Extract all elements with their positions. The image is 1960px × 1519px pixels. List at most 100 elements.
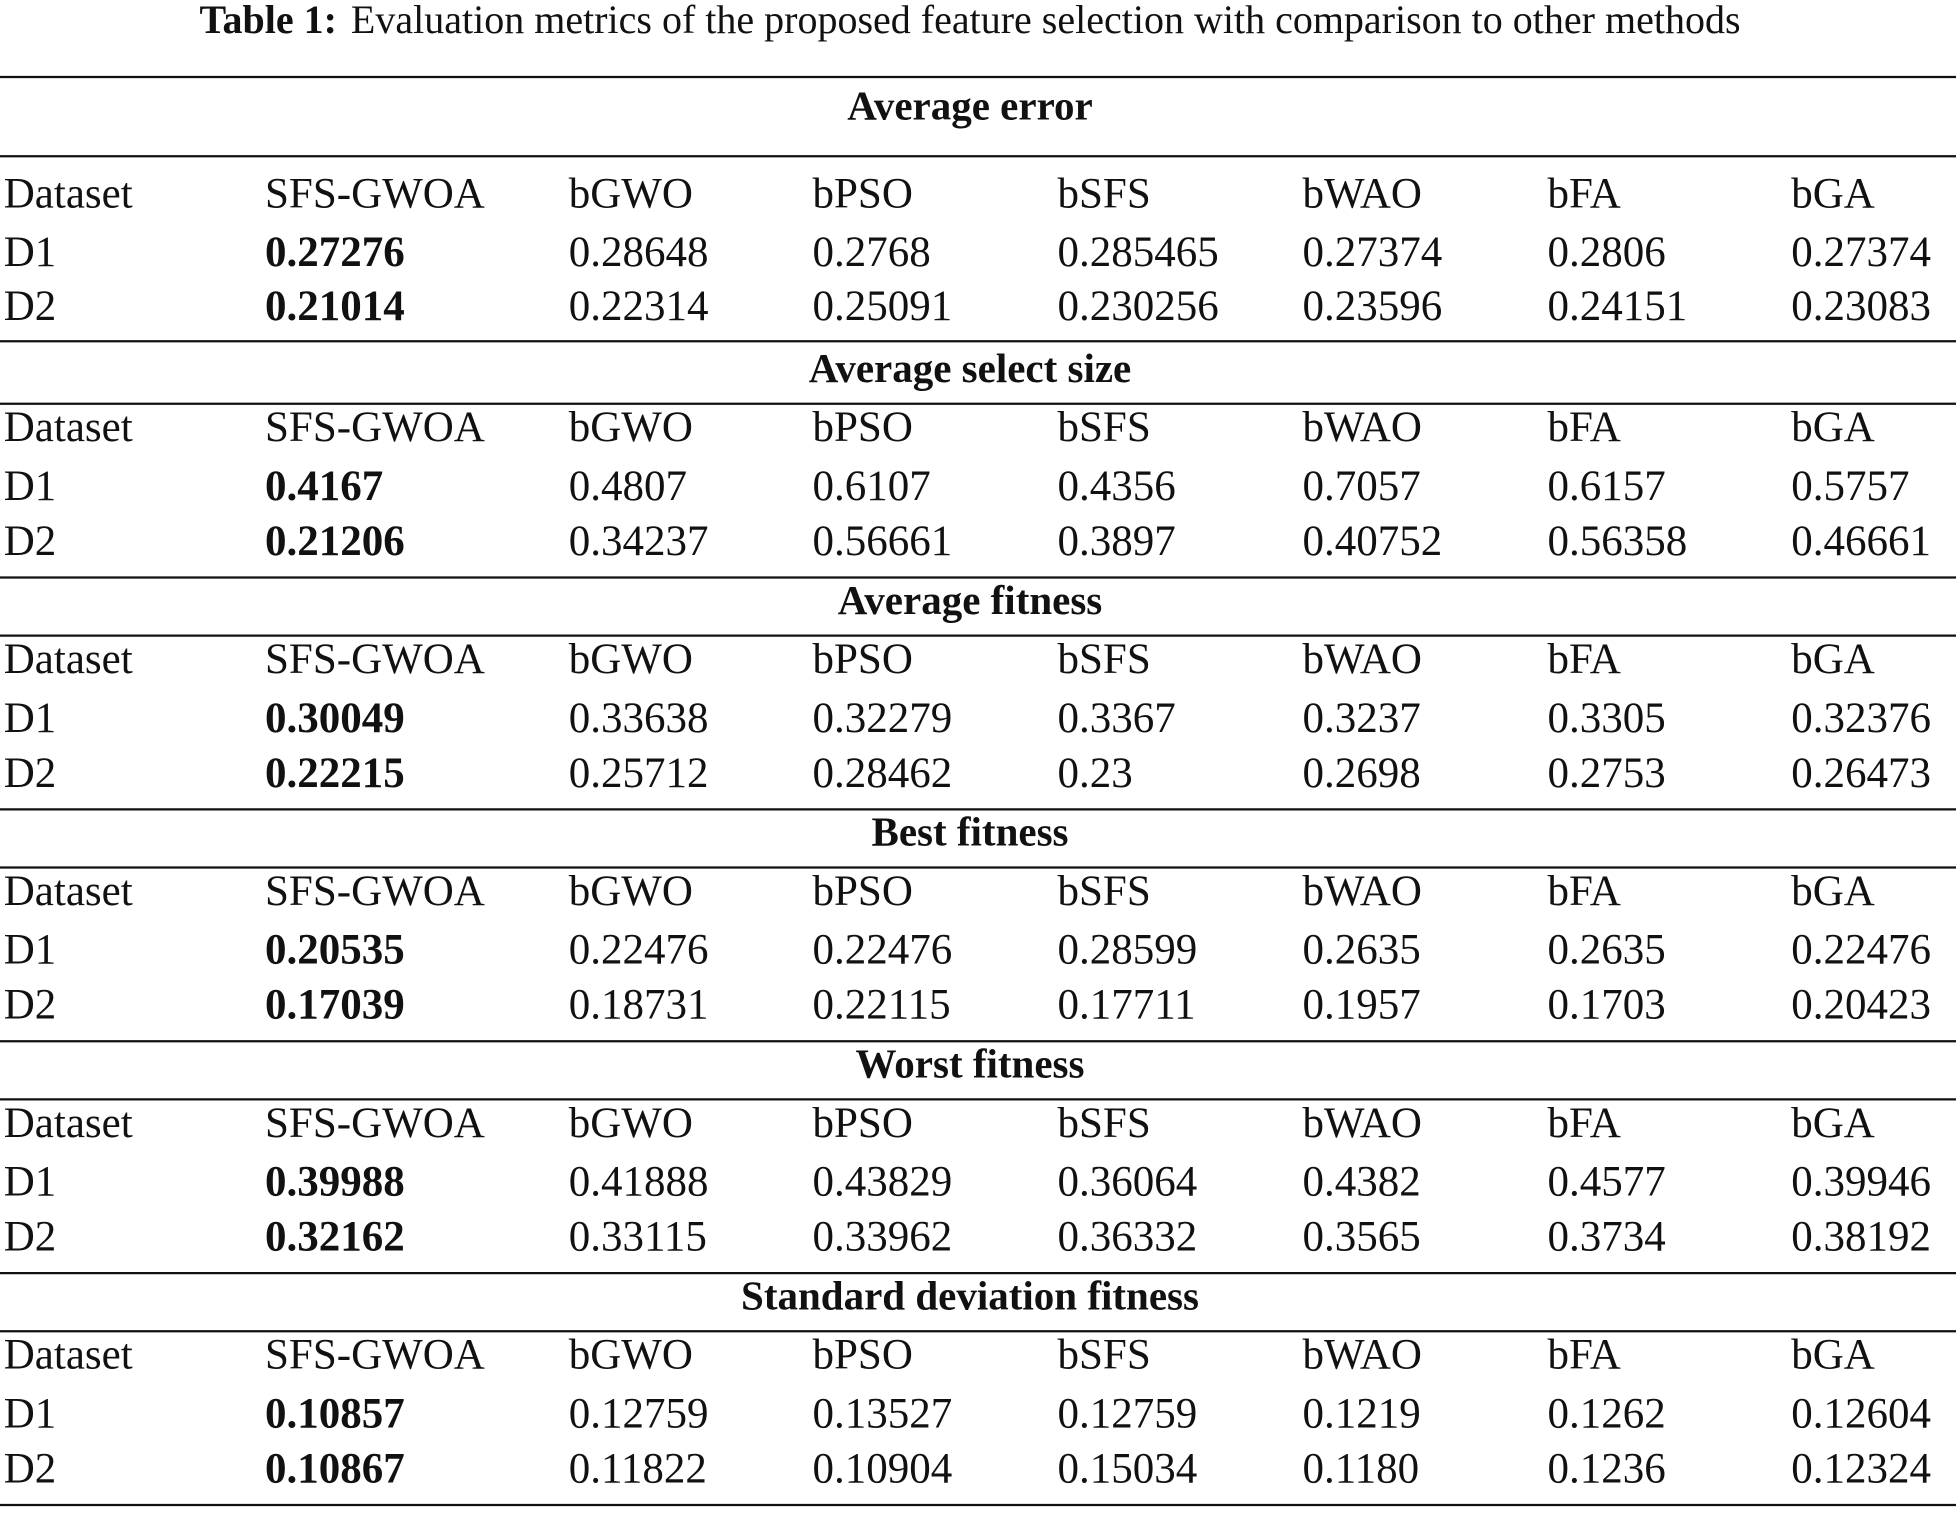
column-header: bFA <box>1548 170 1621 217</box>
table-cell: 0.7057 <box>1303 463 1421 510</box>
column-header: bSFS <box>1058 636 1151 683</box>
table-cell: 0.2635 <box>1303 927 1421 974</box>
table-cell: 0.33638 <box>569 695 709 742</box>
table-cell: 0.32162 <box>265 1214 405 1261</box>
table-cell: 0.10867 <box>265 1445 405 1492</box>
table-cell: 0.22215 <box>265 750 405 797</box>
table-cell: 0.10904 <box>813 1445 953 1492</box>
row-label: D1 <box>4 463 57 510</box>
table-cell: 0.33115 <box>569 1214 707 1261</box>
column-header: bFA <box>1548 404 1621 451</box>
table-caption: Table 1: Evaluation metrics of the propos… <box>199 0 1740 42</box>
column-header: SFS-GWOA <box>265 1100 485 1147</box>
table-cell: 0.13527 <box>813 1390 953 1437</box>
row-label: D1 <box>4 1159 57 1206</box>
column-header: SFS-GWOA <box>265 170 485 217</box>
table-cell: 0.4382 <box>1303 1159 1421 1206</box>
column-header: bWAO <box>1303 1332 1422 1379</box>
column-header: bFA <box>1548 636 1621 683</box>
table-cell: 0.2768 <box>813 229 931 276</box>
row-label: D2 <box>4 1445 57 1492</box>
table-cell: 0.2635 <box>1548 927 1666 974</box>
table-cell: 0.17039 <box>265 982 405 1029</box>
column-header: bSFS <box>1058 868 1151 915</box>
table-cell: 0.38192 <box>1791 1214 1931 1261</box>
table-cell: 0.21206 <box>265 518 405 565</box>
column-header: Dataset <box>4 1100 133 1147</box>
section-title: Average fitness <box>838 577 1103 623</box>
column-header: Dataset <box>4 636 133 683</box>
table-cell: 0.3565 <box>1303 1214 1421 1261</box>
section-title: Worst fitness <box>856 1041 1085 1087</box>
table-cell: 0.22476 <box>813 927 953 974</box>
table-cell: 0.1262 <box>1548 1390 1666 1437</box>
row-label: D2 <box>4 283 57 330</box>
table-cell: 0.30049 <box>265 695 405 742</box>
column-header: bSFS <box>1058 170 1151 217</box>
section-title: Standard deviation fitness <box>741 1272 1199 1318</box>
table-cell: 0.10857 <box>265 1390 405 1437</box>
table-cell: 0.27374 <box>1791 229 1931 276</box>
table-cell: 0.56358 <box>1548 518 1688 565</box>
table-cell: 0.4807 <box>569 463 687 510</box>
section-title: Best fitness <box>871 809 1068 855</box>
table-cell: 0.4577 <box>1548 1159 1666 1206</box>
column-header: bGWO <box>569 170 693 217</box>
table-cell: 0.5757 <box>1791 463 1909 510</box>
table-cell: 0.1957 <box>1303 982 1421 1029</box>
table-cell: 0.15034 <box>1058 1445 1198 1492</box>
table-cell: 0.43829 <box>813 1159 953 1206</box>
table-cell: 0.25712 <box>569 750 709 797</box>
table-cell: 0.20535 <box>265 927 405 974</box>
table-cell: 0.12604 <box>1791 1390 1931 1437</box>
table-cell: 0.28648 <box>569 229 709 276</box>
caption-text: Evaluation metrics of the proposed featu… <box>351 0 1741 42</box>
table-cell: 0.17711 <box>1058 982 1196 1029</box>
table-cell: 0.2698 <box>1303 750 1421 797</box>
table-cell: 0.3897 <box>1058 518 1176 565</box>
table-cell: 0.4167 <box>265 463 383 510</box>
table-cell: 0.2753 <box>1548 750 1666 797</box>
table-cell: 0.285465 <box>1058 229 1219 276</box>
column-header: bWAO <box>1303 1100 1422 1147</box>
table-cell: 0.3237 <box>1303 695 1421 742</box>
column-header: bWAO <box>1303 170 1422 217</box>
column-header: bPSO <box>813 170 913 217</box>
column-header: Dataset <box>4 404 133 451</box>
column-header: bWAO <box>1303 868 1422 915</box>
section-title: Average error <box>847 82 1092 128</box>
table-cell: 0.23596 <box>1303 283 1443 330</box>
column-header: bGWO <box>569 868 693 915</box>
table-cell: 0.40752 <box>1303 518 1443 565</box>
section-title: Average select size <box>809 345 1132 391</box>
column-header: Dataset <box>4 170 133 217</box>
table-cell: 0.41888 <box>569 1159 709 1206</box>
table-cell: 0.12759 <box>569 1390 709 1437</box>
table-cell: 0.18731 <box>569 982 709 1029</box>
column-header: bSFS <box>1058 404 1151 451</box>
row-label: D2 <box>4 518 57 565</box>
column-header: bGA <box>1791 1332 1875 1379</box>
column-header: Dataset <box>4 1332 133 1379</box>
table-cell: 0.33962 <box>813 1214 953 1261</box>
column-header: Dataset <box>4 868 133 915</box>
column-header: bWAO <box>1303 636 1422 683</box>
table-cell: 0.36064 <box>1058 1159 1198 1206</box>
table-cell: 0.34237 <box>569 518 709 565</box>
table-cell: 0.21014 <box>265 283 405 330</box>
table-cell: 0.1219 <box>1303 1390 1421 1437</box>
table-cell: 0.26473 <box>1791 750 1931 797</box>
table-cell: 0.39946 <box>1791 1159 1931 1206</box>
caption-label: Table 1: <box>199 0 336 42</box>
table-cell: 0.12759 <box>1058 1390 1198 1437</box>
column-header: bPSO <box>813 868 913 915</box>
column-header: bGA <box>1791 868 1875 915</box>
table-cell: 0.56661 <box>813 518 953 565</box>
table-cell: 0.32279 <box>813 695 953 742</box>
table-cell: 0.46661 <box>1791 518 1931 565</box>
table-cell: 0.12324 <box>1791 1445 1931 1492</box>
table-cell: 0.22476 <box>569 927 709 974</box>
table-cell: 0.1180 <box>1303 1445 1420 1492</box>
